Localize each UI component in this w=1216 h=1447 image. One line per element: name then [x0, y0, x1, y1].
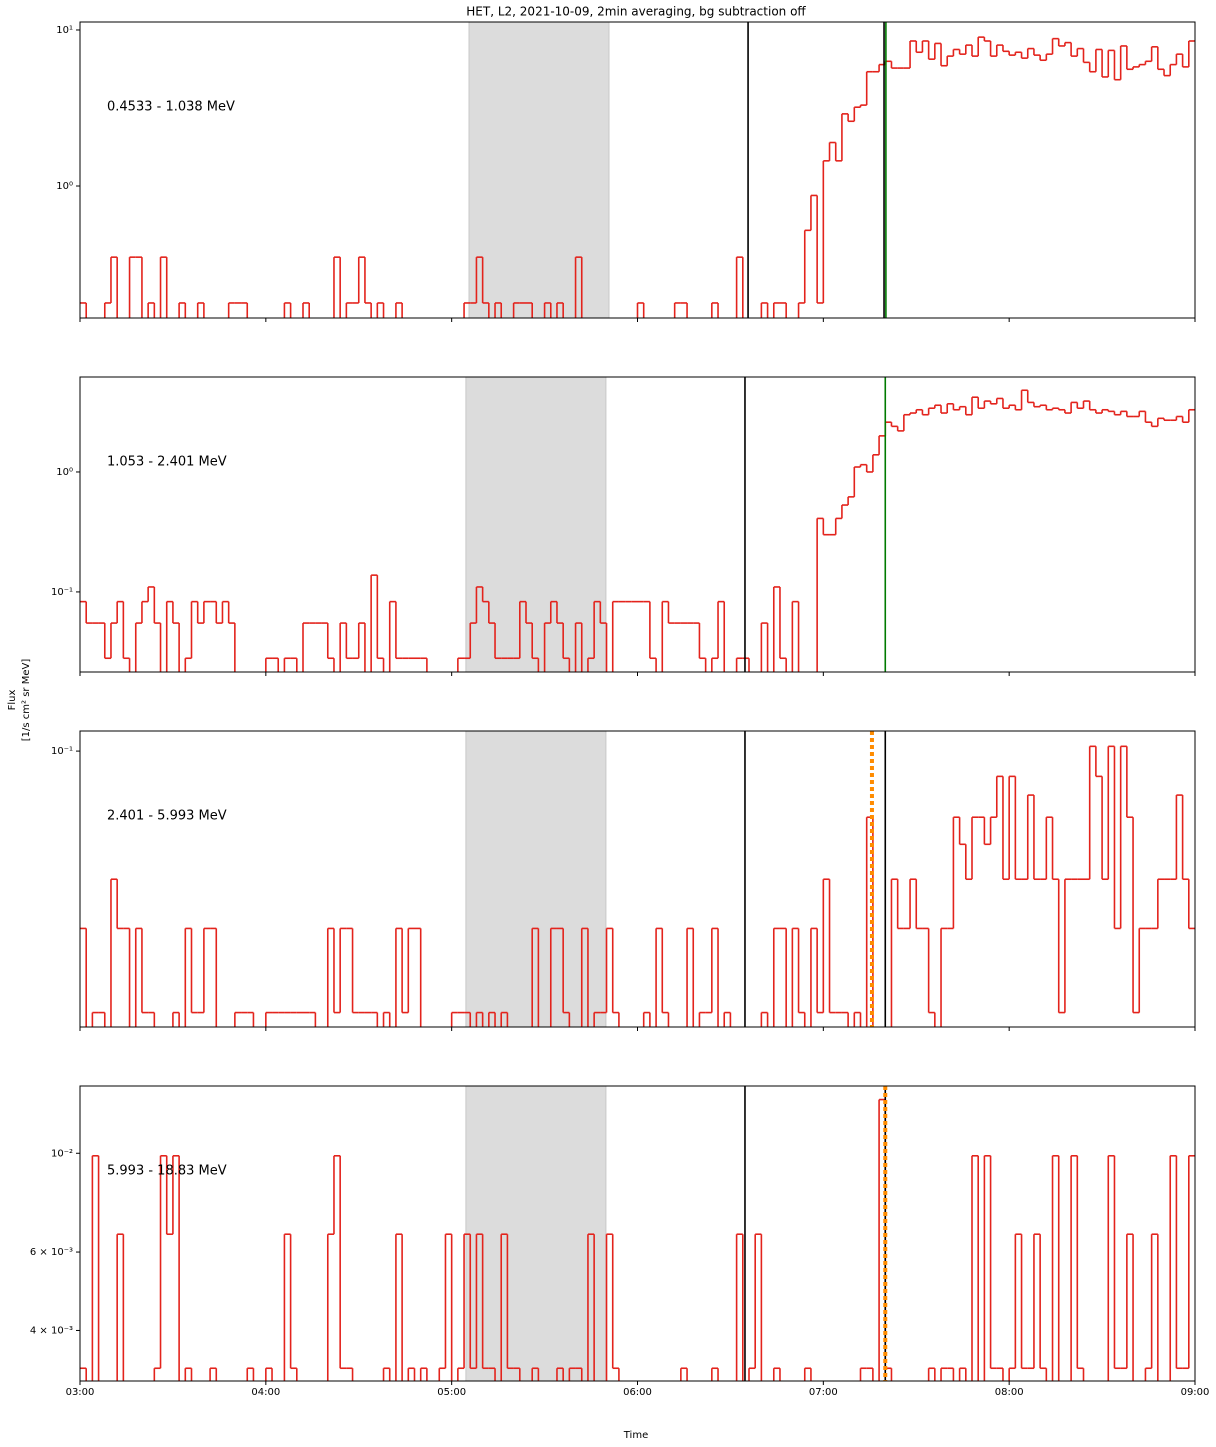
- x-axis-label: Time: [623, 1430, 648, 1441]
- panel: [80, 1086, 1195, 1381]
- chart-title: HET, L2, 2021-10-09, 2min averaging, bg …: [466, 5, 806, 19]
- y-tick-label: 4 × 10⁻³: [30, 1325, 73, 1336]
- shaded-span: [465, 731, 607, 1027]
- shaded-span: [465, 1086, 607, 1381]
- x-tick-label: 08:00: [995, 1387, 1024, 1398]
- y-tick-label: 10⁰: [56, 181, 73, 192]
- y-axis-label-line: Flux: [7, 690, 18, 711]
- x-tick-label: 06:00: [623, 1387, 652, 1398]
- y-tick-label: 10¹: [56, 25, 73, 36]
- x-tick-label: 07:00: [809, 1387, 838, 1398]
- panel: [80, 731, 1195, 1027]
- channel-label: 1.053 - 2.401 MeV: [107, 455, 227, 470]
- channel-label: 0.4533 - 1.038 MeV: [107, 100, 235, 115]
- y-axis-label: Flux [1/s cm² sr MeV]: [7, 659, 32, 742]
- y-tick-label: 6 × 10⁻³: [30, 1247, 73, 1258]
- y-tick-label: 10⁻¹: [51, 746, 73, 757]
- y-tick-label: 10⁻¹: [51, 587, 73, 598]
- channel-label: 2.401 - 5.993 MeV: [107, 809, 227, 824]
- axes-frame: [79, 376, 1196, 673]
- axes-frame: [79, 1085, 1196, 1382]
- x-tick-label: 05:00: [437, 1387, 466, 1398]
- panel: [80, 377, 1195, 672]
- x-tick-label: 09:00: [1181, 1387, 1210, 1398]
- shaded-span: [465, 377, 607, 672]
- channel-label: 5.993 - 18.83 MeV: [107, 1164, 227, 1179]
- y-axis-label-line: [1/s cm² sr MeV]: [21, 659, 32, 742]
- axes-frame: [79, 21, 1196, 319]
- x-tick-label: 04:00: [251, 1387, 280, 1398]
- x-tick-label: 03:00: [66, 1387, 95, 1398]
- y-tick-label: 10⁰: [56, 467, 73, 478]
- panel: [80, 22, 1195, 318]
- shaded-span: [468, 22, 610, 318]
- y-tick-label: 10⁻²: [51, 1148, 73, 1159]
